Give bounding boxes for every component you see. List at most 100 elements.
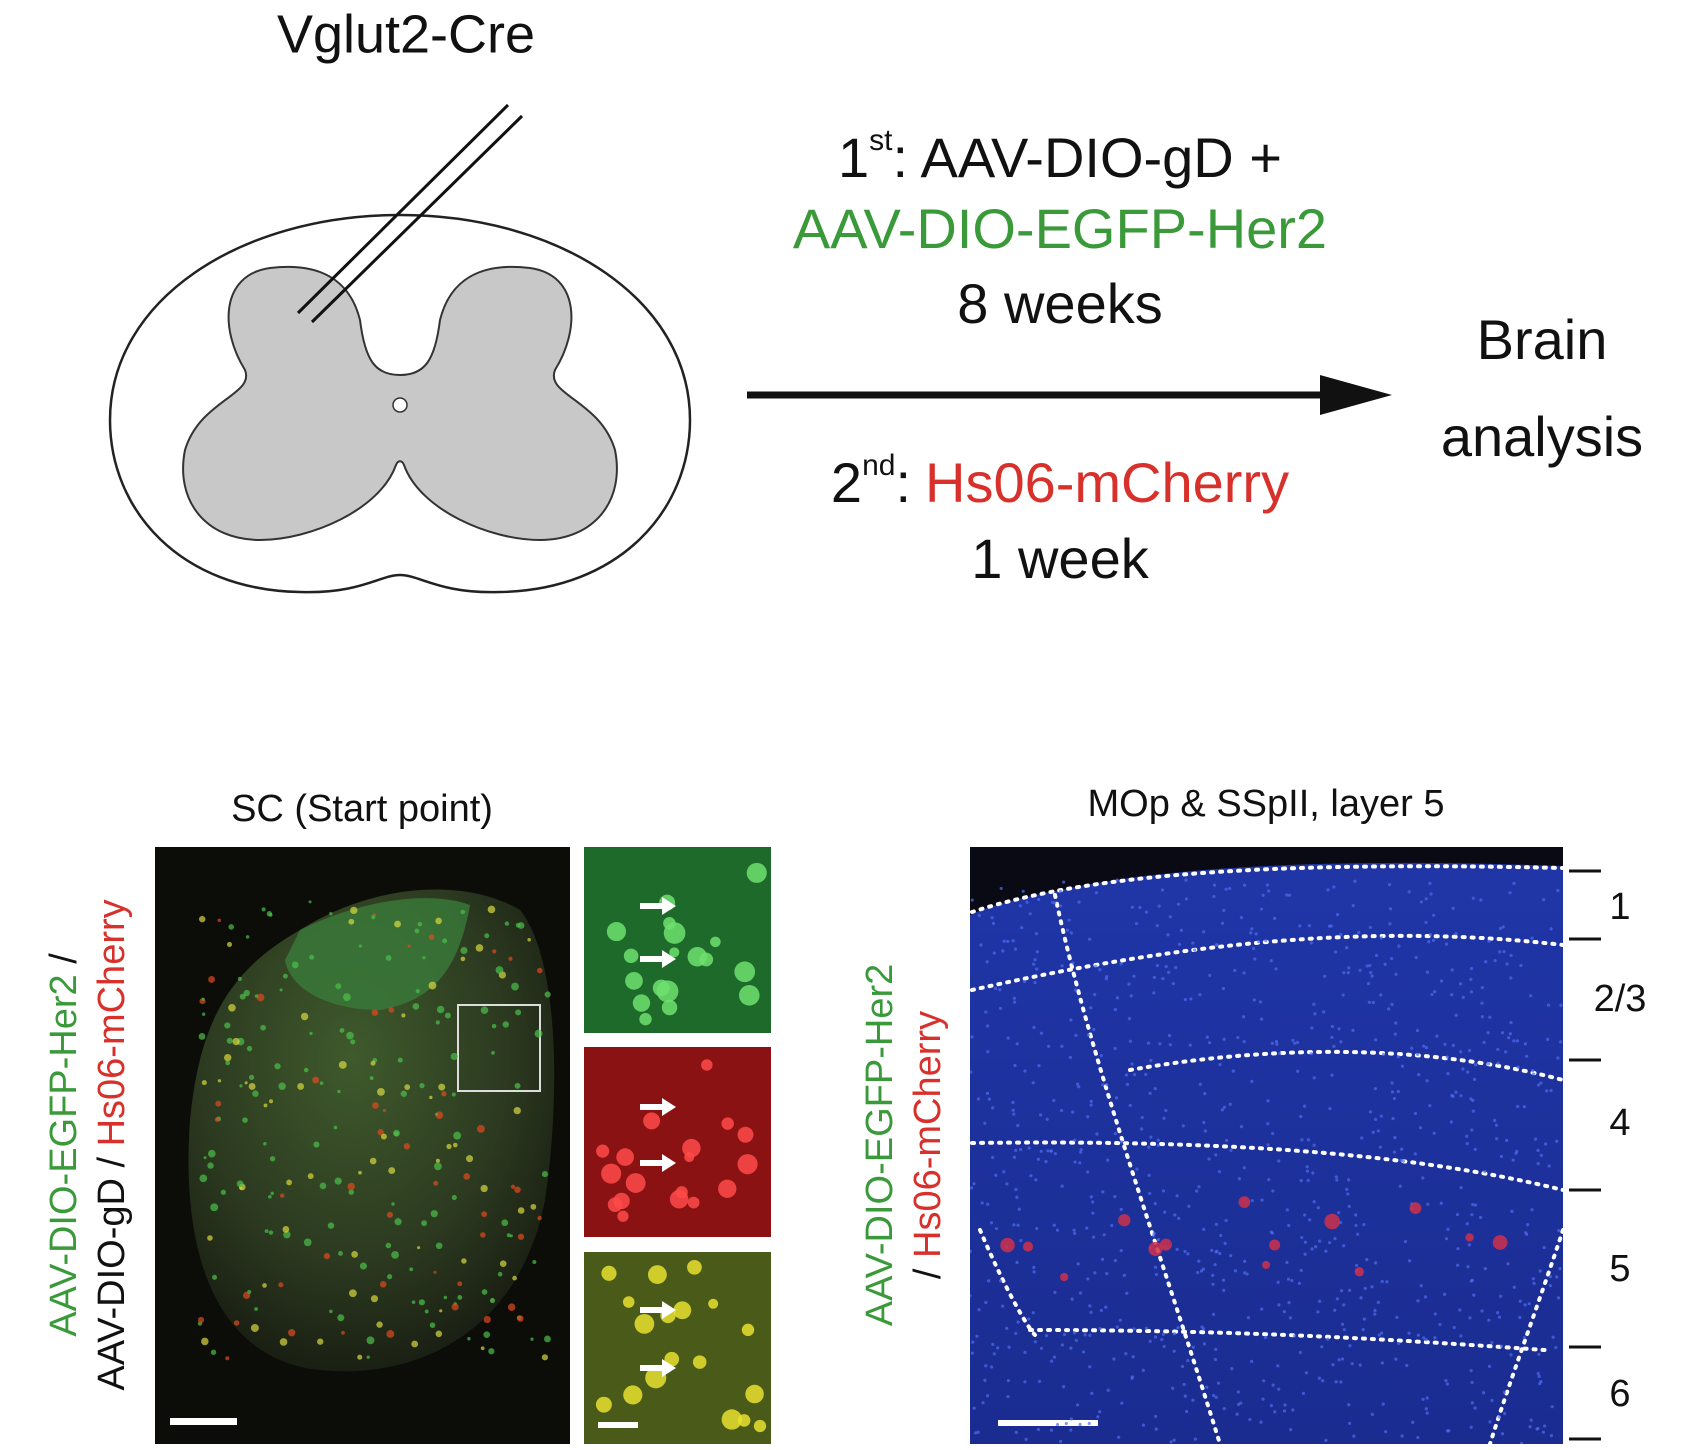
nucleus xyxy=(1543,1424,1547,1428)
nucleus xyxy=(1099,1308,1104,1313)
nucleus xyxy=(1353,879,1357,883)
nucleus xyxy=(1342,1244,1346,1248)
nucleus xyxy=(1261,1397,1265,1401)
nucleus xyxy=(1390,1081,1394,1085)
nucleus xyxy=(1303,1240,1308,1244)
nucleus xyxy=(1130,1062,1134,1066)
nucleus xyxy=(1087,1421,1091,1426)
nucleus xyxy=(1006,1394,1010,1399)
nucleus xyxy=(1367,1000,1371,1004)
cell xyxy=(327,1222,335,1229)
nucleus xyxy=(1483,1170,1487,1174)
nucleus xyxy=(1207,1041,1212,1045)
nucleus xyxy=(1425,1079,1429,1083)
nucleus xyxy=(1253,957,1257,961)
nucleus xyxy=(1211,1282,1215,1286)
nucleus xyxy=(1368,925,1372,930)
nucleus xyxy=(1265,883,1269,887)
nucleus xyxy=(1465,1134,1469,1138)
nucleus xyxy=(1183,1249,1187,1254)
nucleus xyxy=(1104,977,1109,981)
nucleus xyxy=(1300,1235,1304,1240)
cell xyxy=(429,1322,436,1328)
nucleus xyxy=(1368,963,1372,968)
cell xyxy=(623,1385,643,1405)
nucleus xyxy=(1191,1398,1195,1402)
neuron xyxy=(1409,1202,1422,1215)
cell xyxy=(419,1083,425,1089)
nucleus xyxy=(1277,1387,1281,1391)
nucleus xyxy=(1210,1248,1214,1252)
nucleus xyxy=(1188,1043,1192,1047)
nucleus xyxy=(1444,1237,1449,1241)
neuron xyxy=(1465,1233,1474,1242)
nucleus xyxy=(1114,1096,1119,1100)
nucleus xyxy=(985,1394,990,1398)
nucleus xyxy=(1132,1327,1136,1331)
nucleus xyxy=(1176,1326,1180,1330)
cell xyxy=(215,1100,222,1107)
nucleus xyxy=(1425,1411,1429,1415)
nucleus xyxy=(1328,1107,1332,1111)
nucleus xyxy=(1119,1248,1123,1253)
nucleus xyxy=(1128,1103,1132,1107)
nucleus xyxy=(1497,1415,1501,1419)
nucleus xyxy=(1221,1278,1226,1282)
nucleus xyxy=(1428,932,1433,937)
nucleus xyxy=(1203,1092,1207,1096)
nucleus xyxy=(1530,936,1534,940)
nucleus xyxy=(1027,1146,1031,1150)
nucleus xyxy=(986,1024,990,1028)
nucleus xyxy=(975,1334,979,1338)
nucleus xyxy=(1445,1382,1449,1386)
nucleus xyxy=(1034,1178,1038,1182)
nucleus xyxy=(1251,946,1256,951)
nucleus xyxy=(1113,1007,1118,1012)
cell xyxy=(391,1202,395,1206)
nucleus xyxy=(1077,900,1081,904)
nucleus xyxy=(1131,1355,1135,1359)
cell xyxy=(411,1340,419,1348)
nucleus xyxy=(1228,886,1232,891)
nucleus xyxy=(1312,1076,1316,1080)
nucleus xyxy=(1086,1277,1090,1281)
nucleus xyxy=(1012,996,1016,1000)
nucleus xyxy=(1271,1131,1275,1136)
nucleus xyxy=(1526,1223,1530,1227)
cell xyxy=(309,1031,313,1036)
nucleus xyxy=(1363,1286,1367,1290)
nucleus xyxy=(1368,1110,1373,1114)
nucleus xyxy=(1205,1385,1209,1389)
nucleus xyxy=(1101,1083,1105,1087)
nucleus xyxy=(1324,1438,1328,1442)
nucleus xyxy=(984,1364,988,1368)
nucleus xyxy=(1073,1231,1077,1235)
nucleus xyxy=(1536,1162,1540,1166)
nucleus xyxy=(1089,1195,1093,1199)
nucleus xyxy=(1200,1325,1204,1329)
nucleus xyxy=(1249,931,1253,935)
nucleus xyxy=(1243,1271,1247,1275)
cell xyxy=(224,1022,231,1029)
cell xyxy=(737,1126,754,1143)
nucleus xyxy=(1399,1158,1403,1162)
nucleus xyxy=(1502,1390,1507,1395)
nucleus xyxy=(1235,1412,1239,1416)
nucleus xyxy=(1470,1213,1474,1217)
nucleus xyxy=(1222,1288,1226,1292)
nucleus xyxy=(1214,1250,1218,1254)
cell xyxy=(534,1029,543,1038)
step-number: 1 xyxy=(838,126,869,189)
nucleus xyxy=(1192,948,1197,952)
cell xyxy=(595,1396,612,1413)
nucleus xyxy=(1468,1316,1472,1320)
nucleus xyxy=(1348,1288,1352,1292)
layer-label: 5 xyxy=(1609,1248,1630,1290)
nucleus xyxy=(1115,996,1120,1000)
nucleus xyxy=(1370,974,1374,978)
nucleus xyxy=(1428,881,1432,886)
nucleus xyxy=(1512,881,1516,886)
cell xyxy=(451,1194,457,1201)
cell xyxy=(403,1143,411,1150)
nucleus xyxy=(1398,1184,1402,1188)
